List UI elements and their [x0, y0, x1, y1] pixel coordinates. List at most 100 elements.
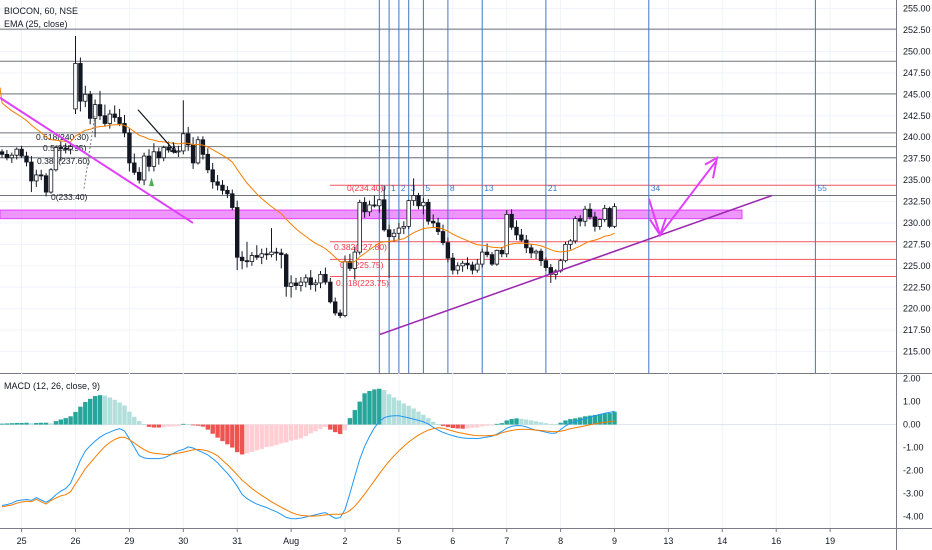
fib-time-label: 21 — [548, 183, 558, 193]
macd-hist-bar — [328, 424, 333, 430]
candle-body — [470, 264, 475, 271]
macd-hist-bar — [391, 397, 397, 425]
candle-body — [499, 249, 504, 255]
x-tick-label: 19 — [825, 536, 835, 546]
macd-hist-bar — [200, 424, 206, 427]
macd-hist-bar — [440, 424, 446, 426]
fib-time-label: 1 — [391, 183, 396, 193]
candle-body — [102, 115, 108, 124]
candle-body — [308, 277, 313, 286]
candle-body — [323, 273, 328, 283]
candle-body — [357, 201, 362, 253]
macd-hist-bar — [455, 424, 460, 429]
macd-hist-bar — [602, 413, 607, 425]
macd-hist-bar — [141, 424, 147, 425]
candle-body — [578, 218, 583, 222]
fib-level-label: 0(233.40) — [51, 192, 88, 202]
fib-time-label: 2 — [401, 183, 406, 193]
macd-hist-bar — [298, 424, 304, 439]
macd-hist-bar — [484, 424, 490, 426]
macd-hist-bar — [107, 397, 112, 425]
candle-body — [107, 113, 112, 124]
candle-body — [146, 155, 152, 167]
macd-hist-bar — [9, 423, 14, 425]
macd-hist-bar — [377, 388, 382, 425]
macd-hist-bar — [156, 424, 161, 428]
candle-body — [573, 218, 578, 242]
macd-hist-bar — [78, 406, 83, 425]
candle-body — [269, 251, 274, 256]
projection-arrowhead — [649, 217, 667, 238]
macd-hist-bar — [166, 424, 171, 427]
arrow-black — [137, 109, 177, 154]
macd-hist-bar — [372, 389, 377, 425]
candle-body — [122, 123, 127, 134]
price-tick-label: 247.50 — [903, 68, 931, 78]
fib-trend-connector — [83, 115, 96, 189]
x-tick-label: 7 — [504, 536, 509, 546]
candle-body — [406, 200, 411, 227]
macd-hist-bar — [308, 424, 313, 434]
fib-level-label: 0.382(237.60) — [37, 156, 90, 166]
macd-hist-bar — [190, 424, 196, 426]
macd-histogram — [0, 388, 617, 455]
x-tick-label: 6 — [450, 536, 455, 546]
candle-body — [68, 146, 73, 150]
fib-level-label: 0.618(240.30) — [36, 132, 89, 142]
candle-body — [88, 93, 93, 119]
candle-body — [391, 232, 397, 238]
candle-body — [494, 249, 500, 265]
macd-legend[interactable]: MACD (12, 26, close, 9) — [4, 381, 101, 391]
macd-hist-bar — [230, 424, 235, 448]
symbol-legend[interactable]: BIOCON, 60, NSE — [4, 6, 79, 16]
signal-line — [1, 420, 615, 517]
macd-hist-bar — [215, 424, 220, 438]
candle-body — [58, 147, 63, 149]
ema-legend[interactable]: EMA (25, close) — [4, 19, 68, 29]
candle-body — [514, 226, 519, 236]
candle-body — [450, 257, 455, 271]
candle-body — [190, 144, 196, 164]
macd-hist-bar — [333, 424, 338, 433]
macd-hist-bar — [73, 411, 78, 425]
macd-hist-bar — [68, 416, 73, 425]
candle-body — [215, 181, 220, 186]
candle-body — [377, 199, 382, 207]
macd-hist-bar — [14, 422, 19, 425]
macd-hist-bar — [362, 393, 367, 425]
candle-body — [445, 242, 451, 259]
macd-hist-bar — [538, 422, 544, 425]
candle-body — [264, 253, 269, 256]
macd-hist-bar — [24, 422, 29, 425]
candle-body — [489, 254, 495, 265]
trendline-down-magenta — [0, 96, 194, 224]
x-tick-label: 25 — [17, 536, 27, 546]
macd-hist-bar — [210, 424, 215, 434]
trendline-support — [379, 194, 773, 336]
macd-hist-bar — [524, 419, 529, 425]
candle-body — [112, 113, 117, 118]
macd-hist-bar — [470, 424, 475, 428]
macd-hist-bar — [83, 402, 88, 425]
macd-hist-bar — [117, 402, 122, 425]
candle-body — [117, 117, 122, 124]
price-tick-label: 252.50 — [903, 25, 931, 35]
fib-time-label: 55 — [817, 183, 827, 193]
macd-hist-bar — [445, 424, 451, 428]
candle-body — [519, 234, 524, 241]
macd-tick-label: -3.00 — [903, 489, 924, 499]
price-tick-label: 237.50 — [903, 154, 931, 164]
candle-body — [185, 133, 191, 146]
candle-body — [24, 155, 29, 163]
buy-signal-triangle — [149, 177, 154, 187]
macd-hist-bar — [225, 424, 230, 445]
macd-hist-bar — [205, 424, 210, 430]
candle-body — [332, 301, 338, 314]
macd-hist-bar — [548, 423, 553, 425]
candle-body — [14, 148, 19, 156]
candle-body — [200, 139, 206, 155]
macd-hist-bar — [406, 405, 411, 425]
candle-body — [426, 201, 431, 222]
macd-hist-bar — [254, 424, 259, 451]
